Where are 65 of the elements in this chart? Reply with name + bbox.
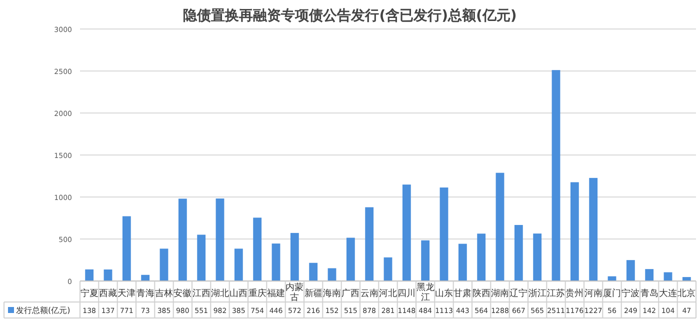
bar xyxy=(421,240,430,281)
bar xyxy=(533,234,542,281)
x-tick-label: 吉林 xyxy=(155,288,173,299)
x-tick-label: 重庆 xyxy=(248,288,266,299)
bar xyxy=(365,207,374,281)
bar xyxy=(141,274,150,281)
bar xyxy=(570,182,579,281)
bar xyxy=(552,70,560,281)
x-tick-label: 河南 xyxy=(584,288,602,299)
x-tick-label: 广西 xyxy=(342,288,360,299)
bar xyxy=(440,188,448,281)
x-tick-label: 大连 xyxy=(659,288,677,299)
x-tick-label: 甘肃 xyxy=(454,288,472,299)
bar xyxy=(496,172,504,281)
x-tick-label: 山东 xyxy=(435,288,453,299)
x-tick-label: 江苏 xyxy=(547,288,565,299)
bar xyxy=(477,234,486,281)
bar xyxy=(122,216,131,281)
bar xyxy=(626,260,635,281)
chart-title: 隐债置换再融资专项债公告发行(含已发行)总额(亿元) xyxy=(183,7,517,24)
bar xyxy=(384,257,392,281)
bar xyxy=(85,269,94,281)
x-tick-label: 湖北 xyxy=(211,288,229,299)
x-tick-label: 西藏 xyxy=(99,288,117,299)
x-tick-label: 黑龙江 xyxy=(416,282,434,303)
x-tick-label: 辽宁 xyxy=(510,288,528,299)
x-tick-label: 四川 xyxy=(398,288,416,299)
x-tick-label: 湖南 xyxy=(491,288,509,299)
x-tick-label: 福建 xyxy=(267,288,285,299)
x-tick-label: 江西 xyxy=(192,288,210,299)
x-tick-label: 内蒙古 xyxy=(286,282,304,303)
bar xyxy=(197,234,206,281)
legend-label: 发行总额(亿元) xyxy=(16,306,70,315)
bar xyxy=(514,224,523,281)
bar xyxy=(253,218,262,281)
x-tick-label: 云南 xyxy=(360,288,378,299)
bar xyxy=(216,198,224,281)
x-tick-label: 海南 xyxy=(323,288,341,299)
bar xyxy=(160,248,168,281)
bar xyxy=(234,248,243,281)
x-tick-label: 河北 xyxy=(379,288,397,299)
x-tick-label: 青岛 xyxy=(640,288,658,299)
bar xyxy=(178,198,187,281)
x-tick-label: 陕西 xyxy=(472,288,490,299)
x-tick-label: 山西 xyxy=(230,288,248,299)
x-tick-label: 宁波 xyxy=(622,288,640,299)
bar xyxy=(272,244,280,281)
bar xyxy=(402,184,411,281)
x-tick-label: 浙江 xyxy=(528,288,546,299)
bar xyxy=(645,269,654,281)
x-tick-label: 安徽 xyxy=(174,288,192,299)
x-tick-label: 贵州 xyxy=(566,288,584,299)
bar xyxy=(290,232,299,281)
x-tick-label: 新疆 xyxy=(304,288,322,299)
x-tick-label: 北京 xyxy=(678,288,696,299)
bar xyxy=(328,268,336,281)
bar xyxy=(104,269,112,281)
bar xyxy=(309,262,318,281)
bar xyxy=(458,244,467,281)
x-tick-label: 青海 xyxy=(136,288,154,299)
bar xyxy=(589,178,598,281)
x-tick-label: 厦门 xyxy=(603,288,621,299)
bar xyxy=(346,238,355,281)
x-tick-label: 宁夏 xyxy=(80,288,98,299)
x-tick-label: 天津 xyxy=(118,288,136,299)
